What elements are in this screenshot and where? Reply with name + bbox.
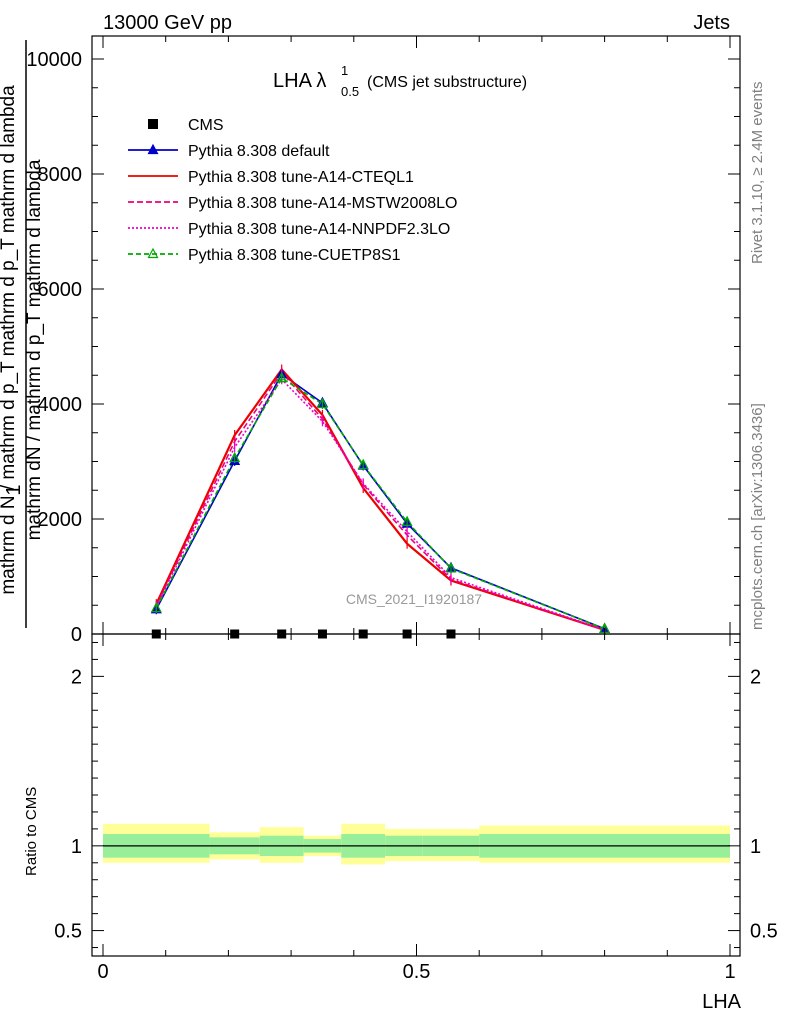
ratio-tick-label-right: 1 [750, 836, 761, 858]
y-axis-title-prefix: 1 [3, 484, 25, 495]
legend-cms-marker [148, 119, 158, 129]
plot-title: LHA λ 1 0.5 (CMS jet substructure) [273, 63, 527, 99]
legend: CMS Pythia 8.308 default Pythia 8.308 tune… [128, 117, 457, 264]
ratio-tick-label-right: 0.5 [750, 921, 778, 943]
plot-title-main: LHA λ [273, 70, 326, 92]
header-energy: 13000 GeV pp [103, 12, 232, 34]
axes: 0 0.5 1 0 2000 4000 6000 8000 10000 0.5 0.5 1 1 2 2 [26, 35, 778, 983]
series-line-5 [155, 376, 605, 630]
ratio-axis-title: Ratio to CMS [23, 787, 40, 876]
x-tick-label: 1 [724, 961, 735, 983]
y-tick-label: 10000 [26, 49, 82, 71]
ratio-tick-label-left: 1 [71, 836, 82, 858]
x-tick-label: 0 [97, 961, 108, 983]
y-tick-label: 8000 [38, 164, 83, 186]
x-axis-title: LHA [702, 991, 742, 1013]
series-line-3 [155, 371, 605, 631]
ratio-frame [91, 633, 741, 957]
series-5-point [229, 451, 241, 463]
y-tick-label: 2000 [38, 509, 83, 531]
legend-label-3: Pythia 8.308 tune-A14-MSTW2008LO [188, 195, 457, 212]
plot-title-note: (CMS jet substructure) [367, 74, 527, 91]
series-lines [155, 367, 605, 632]
ratio-uncertainty-bands [103, 823, 730, 865]
ratio-tick-label-left: 0.5 [54, 921, 82, 943]
ratio-tick-label-right: 2 [750, 666, 761, 688]
legend-label-4: Pythia 8.308 tune-A14-NNPDF2.3LO [188, 221, 450, 238]
rivet-version-label: Rivet 3.1.10, ≥ 2.4M events [749, 82, 766, 265]
series-5-point [316, 397, 328, 409]
plot-title-superscript: 1 [341, 63, 348, 78]
series-5-point [401, 515, 413, 526]
legend-marker-5 [147, 247, 159, 259]
series-5-point [276, 371, 288, 383]
y-tick-label: 6000 [38, 279, 83, 301]
y-axis-title-numerator: mathrm dN / mathrm d p_T mathrm d lambda [24, 159, 45, 540]
mcplots-label: mcplots.cern.ch [arXiv:1306.3436] [749, 403, 766, 630]
series-5-point [150, 601, 162, 613]
series-line-4 [155, 378, 605, 631]
series-5-point [445, 562, 457, 573]
legend-label-2: Pythia 8.308 tune-A14-CTEQL1 [188, 169, 414, 186]
y-axis-title: 1 mathrm dN / mathrm d p_T mathrm d lamb… [0, 40, 45, 628]
legend-marker-1 [147, 143, 159, 155]
legend-label-5: Pythia 8.308 tune-CUETP8S1 [188, 247, 401, 264]
analysis-watermark: CMS_2021_I1920187 [346, 591, 482, 607]
y-tick-label: 0 [71, 624, 82, 646]
plot-title-subscript: 0.5 [341, 84, 359, 99]
ratio-tick-label-left: 2 [71, 666, 82, 688]
series-markers [150, 364, 611, 635]
header-process: Jets [693, 12, 730, 34]
x-tick-label: 0.5 [403, 961, 431, 983]
series-5-point [357, 458, 369, 470]
legend-label-1: Pythia 8.308 default [188, 143, 330, 160]
y-tick-label: 4000 [38, 394, 83, 416]
y-axis-title-denominator: mathrm d N / mathrm d p_T mathrm d p_T m… [0, 85, 19, 595]
legend-label-0: CMS [188, 117, 224, 134]
